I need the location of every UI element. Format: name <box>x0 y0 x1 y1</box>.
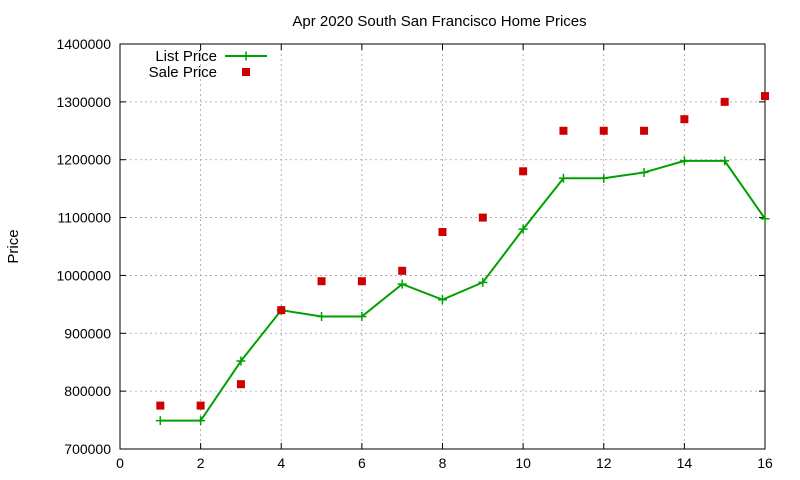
list-price-point <box>599 173 609 183</box>
list-price-point <box>478 277 488 287</box>
sale-price-point <box>519 167 528 176</box>
list-price-point <box>236 356 246 366</box>
y-tick-label: 800000 <box>64 383 111 399</box>
sale-price-point <box>438 228 447 237</box>
series <box>155 92 770 426</box>
grid <box>120 44 765 449</box>
legend-marker-sale-price <box>242 68 250 76</box>
x-tick-label: 4 <box>277 455 285 471</box>
sale-price-point <box>640 126 649 135</box>
sale-price-point <box>559 126 568 135</box>
x-tick-label: 16 <box>757 455 773 471</box>
legend: List Price Sale Price <box>149 48 267 81</box>
plot-frame <box>119 43 766 450</box>
legend-marker-list-price <box>241 51 251 61</box>
sale-price-point <box>398 266 407 275</box>
list-price-point <box>397 279 407 289</box>
y-tick-label: 700000 <box>64 441 111 457</box>
y-tick-label: 1200000 <box>56 152 111 168</box>
list-price-point <box>155 416 165 426</box>
x-tick-label: 6 <box>358 455 366 471</box>
series-line-list-price <box>160 159 766 422</box>
sale-price-point <box>196 401 205 410</box>
sale-price-point <box>156 401 165 410</box>
list-price-point <box>679 156 689 166</box>
list-price-point <box>720 156 730 166</box>
x-tick-label: 8 <box>439 455 447 471</box>
y-axis-label: Price <box>5 229 22 263</box>
chart-title: Apr 2020 South San Francisco Home Prices <box>292 13 586 30</box>
list-price-point <box>317 312 327 322</box>
sale-price-point <box>357 277 366 286</box>
legend-label-sale-price: Sale Price <box>149 64 217 81</box>
sale-price-point <box>761 92 769 101</box>
list-price-point <box>438 295 447 305</box>
y-tick-label: 900000 <box>64 325 111 341</box>
x-tick-label: 10 <box>515 455 531 471</box>
list-price-point <box>518 224 528 234</box>
y-tick-label: 1400000 <box>56 36 111 52</box>
y-tick-label: 1300000 <box>56 94 111 110</box>
sale-price-point <box>599 126 608 135</box>
y-tick-label: 1000000 <box>56 267 111 283</box>
sale-price-point <box>478 213 487 222</box>
sale-price-point <box>277 306 286 315</box>
list-price-point <box>760 214 770 224</box>
sale-price-point <box>720 97 729 106</box>
sale-price-point <box>236 380 245 389</box>
x-tick-label: 12 <box>596 455 612 471</box>
list-price-point <box>558 173 568 183</box>
y-tick-label: 1100000 <box>58 210 112 226</box>
sale-price-point <box>680 115 689 124</box>
x-tick-label: 14 <box>677 455 693 471</box>
legend-label-list-price: List Price <box>155 48 217 65</box>
list-price-point <box>196 416 206 426</box>
list-price-point <box>639 167 649 177</box>
list-price-point <box>357 312 367 322</box>
x-tick-label: 0 <box>116 455 124 471</box>
sale-price-point <box>317 277 326 286</box>
x-tick-label: 2 <box>197 455 205 471</box>
